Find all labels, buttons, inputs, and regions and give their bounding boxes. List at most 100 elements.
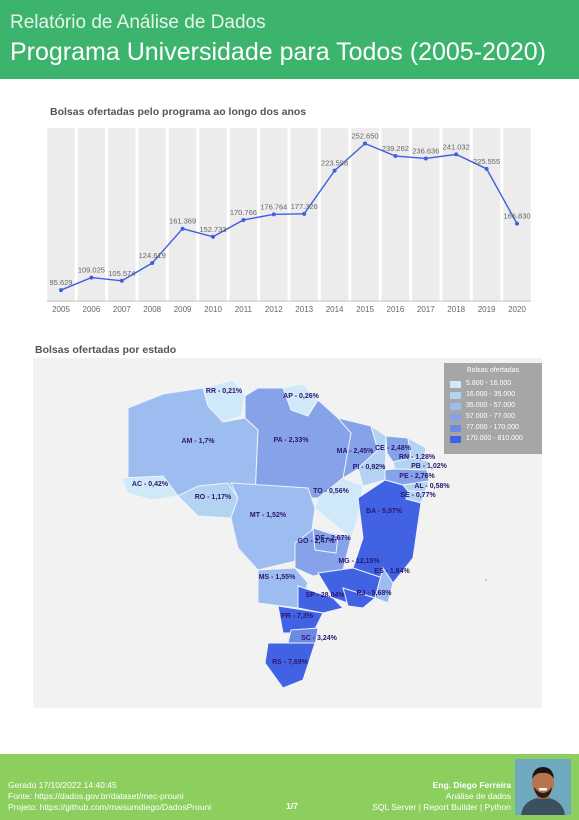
author-name: Eng. Diego Ferreira (432, 780, 511, 790)
grid-band (472, 128, 501, 302)
line-chart: 95.629 2005 109.025 2006 105.574 2007 124.619 2… (47, 128, 531, 314)
state-label-pi: PI - 0,92% (353, 464, 386, 471)
x-tick-label: 2019 (478, 305, 496, 314)
state-region-rn (407, 437, 427, 459)
data-label: 177.326 (291, 202, 318, 211)
data-label: 152.733 (199, 225, 226, 234)
x-tick-label: 2020 (508, 305, 526, 314)
brazil-map: RR - 0,21% AP - 0,26% AM - 1,7% PA - 2,33% M… (120, 379, 487, 689)
state-label-rj: RJ - 5,68% (356, 590, 392, 597)
state-label-al: AL - 0,58% (414, 483, 450, 490)
x-tick-label: 2013 (295, 305, 313, 314)
data-label: 225.555 (473, 157, 500, 166)
legend-swatch (450, 403, 461, 410)
data-point (59, 288, 63, 293)
legend-title: Bolsas ofertadas (466, 367, 520, 374)
data-label: 95.629 (50, 278, 73, 287)
grid-band (138, 128, 166, 302)
grid-band (77, 128, 106, 302)
data-point (363, 141, 367, 146)
x-tick-label: 2010 (204, 305, 222, 314)
grid-band (199, 128, 227, 302)
x-tick-label: 2006 (83, 305, 101, 314)
author-tools: SQL Server | Report Builder | Python (372, 802, 511, 812)
x-tick-label: 2007 (113, 305, 131, 314)
data-point (211, 234, 215, 239)
project-link[interactable]: Projeto: https://github.com/maisumdiego/… (8, 802, 212, 812)
x-tick-label: 2014 (326, 305, 344, 314)
data-label: 109.025 (78, 266, 105, 275)
report-subtitle: Relatório de Análise de Dados (10, 12, 266, 33)
data-label: 166.830 (503, 212, 530, 221)
legend-label: 35.000 - 57.000 (466, 402, 516, 409)
data-label: 124.619 (139, 251, 166, 260)
page-number: 1/7 (286, 801, 298, 811)
legend-swatch (450, 414, 461, 421)
state-label-mt: MT - 1,52% (250, 512, 287, 519)
state-label-ba: BA - 5,97% (366, 508, 403, 515)
x-tick-label: 2012 (265, 305, 283, 314)
data-point (180, 226, 185, 231)
state-label-mg: MG - 12,15% (338, 558, 380, 565)
report-footer: Gerado 17/10/2022 14:40:45 Fonte: https:… (0, 754, 579, 820)
state-label-ac: AC - 0,42% (132, 481, 169, 488)
state-label-rr: RR - 0,21% (206, 388, 243, 395)
x-tick-label: 2016 (387, 305, 405, 314)
state-label-ms: MS - 1,55% (259, 574, 296, 581)
line-chart-title: Bolsas ofertadas pelo programa ao longo … (50, 106, 307, 118)
data-point (515, 221, 519, 226)
grid-band (108, 128, 136, 302)
state-label-ma: MA - 2,45% (337, 448, 374, 455)
state-label-ce: CE - 2,48% (375, 445, 412, 452)
legend-label: 170.000 - 810.000 (466, 435, 523, 442)
data-point (150, 261, 155, 266)
grid-band (351, 128, 379, 302)
state-label-sc: SC - 3,24% (301, 635, 338, 642)
state-label-rn: RN - 1,28% (399, 454, 436, 461)
state-label-pe: PE - 2,76% (399, 473, 435, 480)
author-role: Análise de dados (445, 791, 511, 801)
state-label-am: AM - 1,7% (181, 438, 215, 445)
legend-label: 57.000 - 77.000 (466, 413, 516, 420)
data-point (271, 212, 276, 217)
source-link[interactable]: Fonte: https://dados.gov.br/dataset/mec-… (8, 791, 184, 801)
data-point (423, 156, 428, 161)
legend-label: 5.800 - 16.000 (466, 380, 512, 387)
state-label-ro: RO - 1,17% (195, 494, 232, 501)
data-label: 105.574 (108, 269, 135, 278)
data-label: 236.636 (412, 146, 439, 155)
generated-timestamp: Gerado 17/10/2022 14:40:45 (8, 780, 117, 790)
state-label-to: TO - 0,56% (313, 488, 349, 495)
legend-label: 16.000 - 35.000 (466, 391, 516, 398)
data-point (393, 154, 398, 159)
x-tick-label: 2015 (356, 305, 374, 314)
data-label: 161.369 (169, 217, 196, 226)
state-label-rs: RS - 7,69% (272, 659, 309, 666)
grid-band (320, 128, 349, 302)
legend-swatch (450, 425, 461, 432)
x-tick-label: 2008 (143, 305, 161, 314)
avatar-icon (515, 759, 571, 815)
state-region-sc (287, 627, 319, 647)
x-tick-label: 2011 (235, 305, 253, 314)
data-point (454, 152, 459, 157)
report-header: Relatório de Análise de Dados Programa U… (0, 0, 579, 79)
map-dot (485, 579, 487, 581)
data-label: 252.650 (351, 132, 378, 141)
map-legend: Bolsas ofertadas 5.800 - 16.000 16.000 -… (444, 363, 542, 454)
data-point (241, 217, 246, 222)
data-point (302, 211, 307, 216)
author-photo (515, 759, 571, 815)
x-tick-label: 2005 (52, 305, 70, 314)
state-region-sp (297, 585, 344, 614)
x-tick-label: 2018 (447, 305, 465, 314)
state-label-se: SE - 0,77% (400, 492, 436, 499)
x-tick-label: 2009 (174, 305, 192, 314)
grid-band (168, 128, 197, 302)
state-label-pa: PA - 2,33% (273, 437, 309, 444)
data-point (484, 166, 489, 171)
state-region-df (312, 527, 339, 554)
state-region-rs (264, 642, 316, 689)
series-line (60, 142, 518, 291)
legend-label: 77.000 - 170.000 (466, 424, 519, 431)
